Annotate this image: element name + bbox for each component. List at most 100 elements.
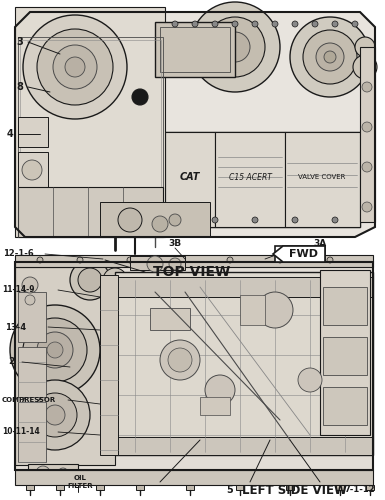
Circle shape: [36, 466, 50, 480]
Text: 2: 2: [8, 358, 14, 366]
Circle shape: [22, 160, 42, 180]
Circle shape: [37, 332, 73, 368]
Circle shape: [332, 217, 338, 223]
Circle shape: [147, 256, 163, 272]
Bar: [18, 402, 46, 462]
Bar: [155, 22, 235, 77]
Circle shape: [78, 268, 102, 292]
Circle shape: [316, 43, 344, 71]
Circle shape: [23, 318, 87, 382]
Bar: [15, 255, 373, 267]
Circle shape: [277, 257, 283, 263]
Bar: [18, 292, 46, 342]
Circle shape: [312, 21, 318, 27]
Bar: [26, 485, 34, 490]
Bar: [96, 485, 104, 490]
Circle shape: [205, 375, 235, 405]
Text: 11-14-9: 11-14-9: [2, 286, 35, 294]
Text: VALVE COVER: VALVE COVER: [298, 174, 346, 180]
Circle shape: [303, 30, 357, 84]
Circle shape: [324, 51, 336, 63]
Bar: [320, 270, 370, 435]
Bar: [56, 485, 64, 490]
Text: 3: 3: [17, 37, 23, 47]
Circle shape: [257, 292, 293, 328]
Bar: [165, 132, 360, 227]
Text: 13-4: 13-4: [5, 322, 26, 332]
Text: LEFT SIDE VIEW: LEFT SIDE VIEW: [243, 484, 348, 496]
Bar: [115, 272, 373, 455]
Text: 10-11-14: 10-11-14: [2, 428, 40, 436]
Bar: [18, 187, 163, 237]
Circle shape: [192, 217, 198, 223]
Circle shape: [362, 122, 372, 132]
Circle shape: [10, 305, 100, 395]
Circle shape: [172, 217, 178, 223]
Circle shape: [58, 468, 68, 478]
Bar: [18, 117, 48, 147]
Bar: [165, 132, 215, 227]
Bar: [186, 485, 194, 490]
Bar: [18, 37, 163, 232]
Circle shape: [118, 208, 142, 232]
Circle shape: [220, 32, 250, 62]
Circle shape: [205, 17, 265, 77]
Bar: [100, 275, 118, 455]
Circle shape: [352, 21, 358, 27]
Circle shape: [362, 162, 372, 172]
FancyBboxPatch shape: [275, 246, 325, 262]
Circle shape: [20, 380, 90, 450]
Bar: [323, 287, 367, 325]
Text: 8: 8: [17, 82, 23, 92]
Circle shape: [103, 268, 127, 292]
Circle shape: [192, 21, 198, 27]
Bar: [323, 337, 367, 375]
Polygon shape: [15, 12, 375, 237]
Bar: [115, 437, 373, 455]
Bar: [160, 27, 230, 72]
Bar: [15, 262, 373, 470]
Circle shape: [232, 21, 238, 27]
Circle shape: [353, 55, 377, 79]
Circle shape: [190, 2, 280, 92]
Circle shape: [177, 257, 183, 263]
Circle shape: [332, 21, 338, 27]
Circle shape: [25, 295, 35, 305]
Circle shape: [45, 405, 65, 425]
Bar: [236, 485, 244, 490]
Bar: [100, 202, 210, 237]
Circle shape: [33, 393, 77, 437]
Circle shape: [23, 15, 127, 119]
Bar: [200, 397, 230, 415]
Bar: [15, 267, 115, 465]
Circle shape: [327, 257, 333, 263]
Circle shape: [22, 202, 42, 222]
Text: OIL: OIL: [74, 475, 87, 481]
Text: TOP VIEW: TOP VIEW: [153, 265, 231, 279]
Text: 12-1-6: 12-1-6: [3, 250, 34, 258]
Circle shape: [292, 217, 298, 223]
Circle shape: [212, 21, 218, 27]
Circle shape: [272, 21, 278, 27]
Circle shape: [132, 89, 148, 105]
Circle shape: [47, 342, 63, 358]
Text: 7-1-12: 7-1-12: [345, 486, 375, 494]
Circle shape: [362, 202, 372, 212]
Circle shape: [290, 17, 370, 97]
Bar: [15, 7, 165, 237]
Bar: [323, 387, 367, 425]
Bar: [18, 347, 46, 397]
Bar: [360, 47, 375, 222]
Text: CAT: CAT: [180, 172, 200, 182]
Circle shape: [362, 82, 372, 92]
Text: 3B: 3B: [169, 240, 182, 248]
Circle shape: [127, 257, 133, 263]
Circle shape: [160, 340, 200, 380]
Circle shape: [252, 21, 258, 27]
Bar: [115, 277, 373, 297]
Text: C15 ACERT: C15 ACERT: [229, 172, 271, 182]
Circle shape: [227, 257, 233, 263]
Bar: [286, 485, 294, 490]
Bar: [366, 485, 374, 490]
Circle shape: [212, 217, 218, 223]
